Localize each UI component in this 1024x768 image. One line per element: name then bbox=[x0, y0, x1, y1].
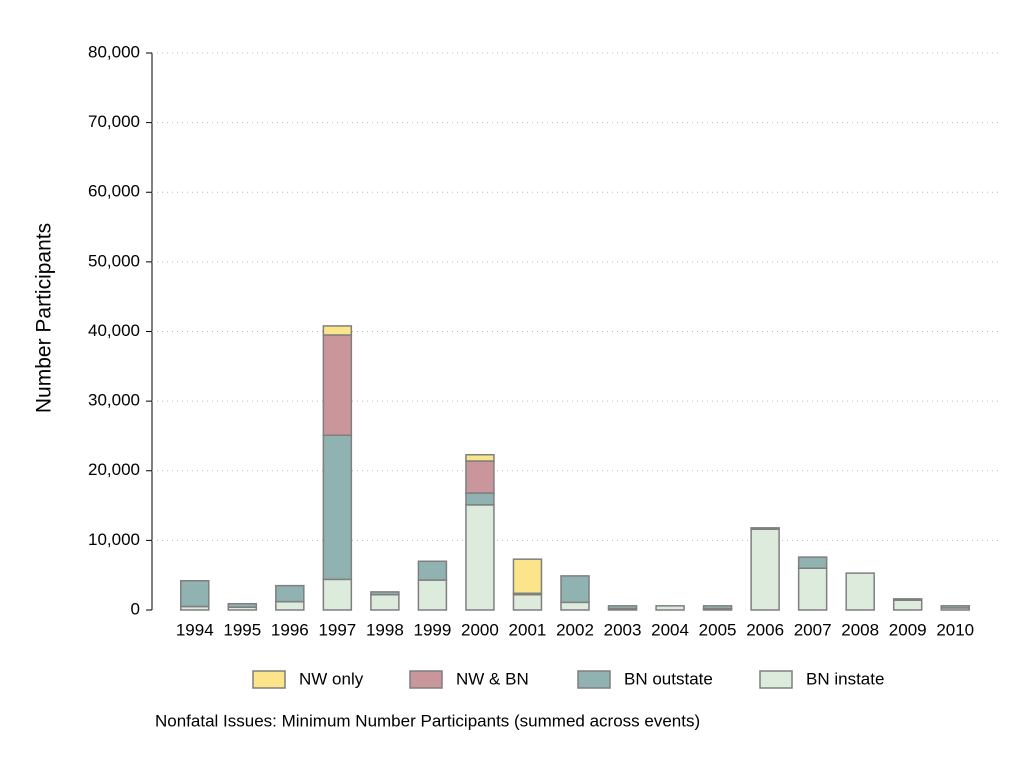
y-tick-label: 80,000 bbox=[88, 42, 140, 61]
bar-segment bbox=[417, 560, 448, 581]
x-tick-label: 2003 bbox=[604, 620, 642, 639]
bar-segment bbox=[892, 598, 923, 602]
bar-segment bbox=[750, 527, 780, 530]
legend-label: BN instate bbox=[806, 669, 884, 688]
bar-segment bbox=[417, 579, 448, 611]
bar-segment bbox=[512, 558, 543, 595]
y-tick-label: 30,000 bbox=[88, 391, 140, 410]
legend-label: BN outstate bbox=[624, 669, 713, 688]
bar-segment bbox=[465, 453, 495, 462]
bar-segment bbox=[322, 334, 353, 436]
bar-segment bbox=[275, 600, 305, 611]
x-tick-label: 1997 bbox=[318, 620, 356, 639]
bar-segment bbox=[750, 528, 780, 611]
bar-segment bbox=[370, 593, 400, 611]
x-tick-label: 1995 bbox=[223, 620, 261, 639]
bar-segment bbox=[560, 575, 590, 604]
y-tick-label: 50,000 bbox=[88, 251, 140, 270]
bar-segment bbox=[227, 602, 258, 608]
x-tick-label: 1999 bbox=[413, 620, 451, 639]
bar-segment bbox=[322, 325, 353, 336]
bar-segment bbox=[607, 605, 638, 610]
bar-segment bbox=[322, 578, 353, 611]
y-tick-label: 0 bbox=[131, 599, 140, 618]
x-tick-label: 2010 bbox=[936, 620, 974, 639]
x-tick-label: 2004 bbox=[651, 620, 689, 639]
bar-segment bbox=[512, 593, 543, 611]
bar-segment bbox=[797, 556, 828, 569]
bar-segment bbox=[797, 567, 828, 611]
y-tick-label: 70,000 bbox=[88, 112, 140, 131]
bar-segment bbox=[702, 605, 733, 610]
y-axis-title: Number Participants bbox=[33, 223, 56, 413]
legend-swatch bbox=[577, 670, 611, 689]
y-tick-label: 60,000 bbox=[88, 182, 140, 201]
chart-note: Nonfatal Issues: Minimum Number Particip… bbox=[155, 711, 700, 730]
bar-segment bbox=[180, 580, 210, 608]
x-tick-label: 2005 bbox=[699, 620, 737, 639]
x-tick-label: 2008 bbox=[841, 620, 879, 639]
legend-label: NW & BN bbox=[456, 669, 529, 688]
bar-segment bbox=[892, 599, 923, 611]
legend-swatch bbox=[759, 670, 793, 689]
y-tick-label: 10,000 bbox=[88, 530, 140, 549]
bar-segment bbox=[655, 605, 685, 611]
x-tick-label: 2006 bbox=[746, 620, 784, 639]
legend-swatch bbox=[409, 670, 443, 689]
y-tick-label: 40,000 bbox=[88, 321, 140, 340]
bar-segment bbox=[465, 492, 495, 506]
y-tick-label: 20,000 bbox=[88, 460, 140, 479]
x-tick-label: 1996 bbox=[271, 620, 309, 639]
bar-segment bbox=[275, 584, 305, 603]
bar-segment bbox=[370, 591, 400, 596]
bar-segment bbox=[940, 605, 970, 609]
x-tick-label: 2002 bbox=[556, 620, 594, 639]
x-tick-label: 2009 bbox=[889, 620, 927, 639]
legend-swatch bbox=[252, 670, 286, 689]
bar-segment bbox=[465, 460, 495, 494]
bar-segment bbox=[845, 572, 875, 611]
bar-segment bbox=[465, 504, 495, 611]
x-tick-label: 1998 bbox=[366, 620, 404, 639]
bar-segment bbox=[560, 601, 590, 611]
x-tick-label: 1994 bbox=[176, 620, 214, 639]
bar-segment bbox=[322, 434, 353, 581]
legend-label: NW only bbox=[299, 669, 364, 688]
x-tick-label: 2000 bbox=[461, 620, 499, 639]
x-tick-label: 2001 bbox=[509, 620, 547, 639]
x-tick-label: 2007 bbox=[794, 620, 832, 639]
